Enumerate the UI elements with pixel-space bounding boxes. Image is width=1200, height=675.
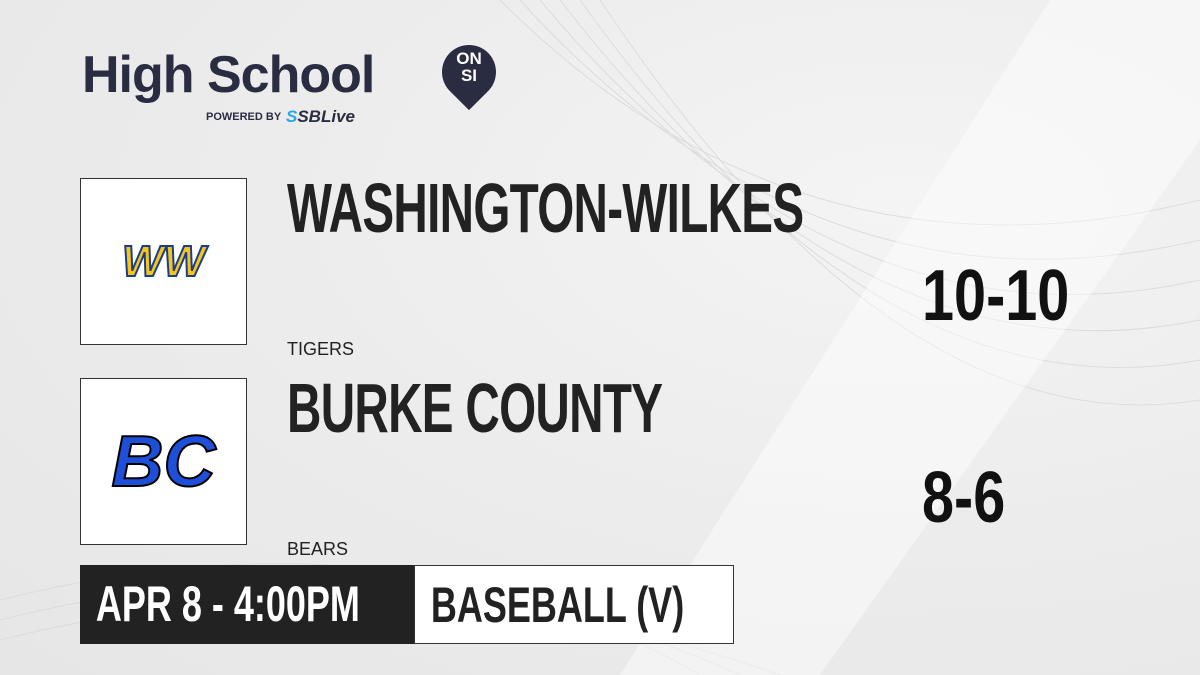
team-record-away: 8-6 <box>922 458 1006 538</box>
team-record-home: 10-10 <box>922 256 1070 336</box>
team-logo-burke-county: BC <box>80 378 247 545</box>
team-mascot-home: TIGERS <box>287 339 355 359</box>
team-name-away: BURKE COUNTY <box>287 369 663 447</box>
game-datetime-box: APR 8 - 4:00PM <box>80 565 414 644</box>
team-logo-washington-wilkes: WW <box>80 178 247 345</box>
sblive-logo: SSBLive <box>286 107 355 126</box>
team-name-home: WASHINGTON-WILKES <box>287 169 804 247</box>
game-datetime: APR 8 - 4:00PM <box>95 576 360 632</box>
game-sport: BASEBALL (V) <box>430 577 685 633</box>
brand-title: High School <box>82 46 375 104</box>
team-mascot-away: BEARS <box>287 539 349 559</box>
on-si-badge: ON SI <box>456 49 482 85</box>
powered-by-label: POWERED BY <box>206 111 282 123</box>
game-sport-box: BASEBALL (V) <box>414 565 734 644</box>
